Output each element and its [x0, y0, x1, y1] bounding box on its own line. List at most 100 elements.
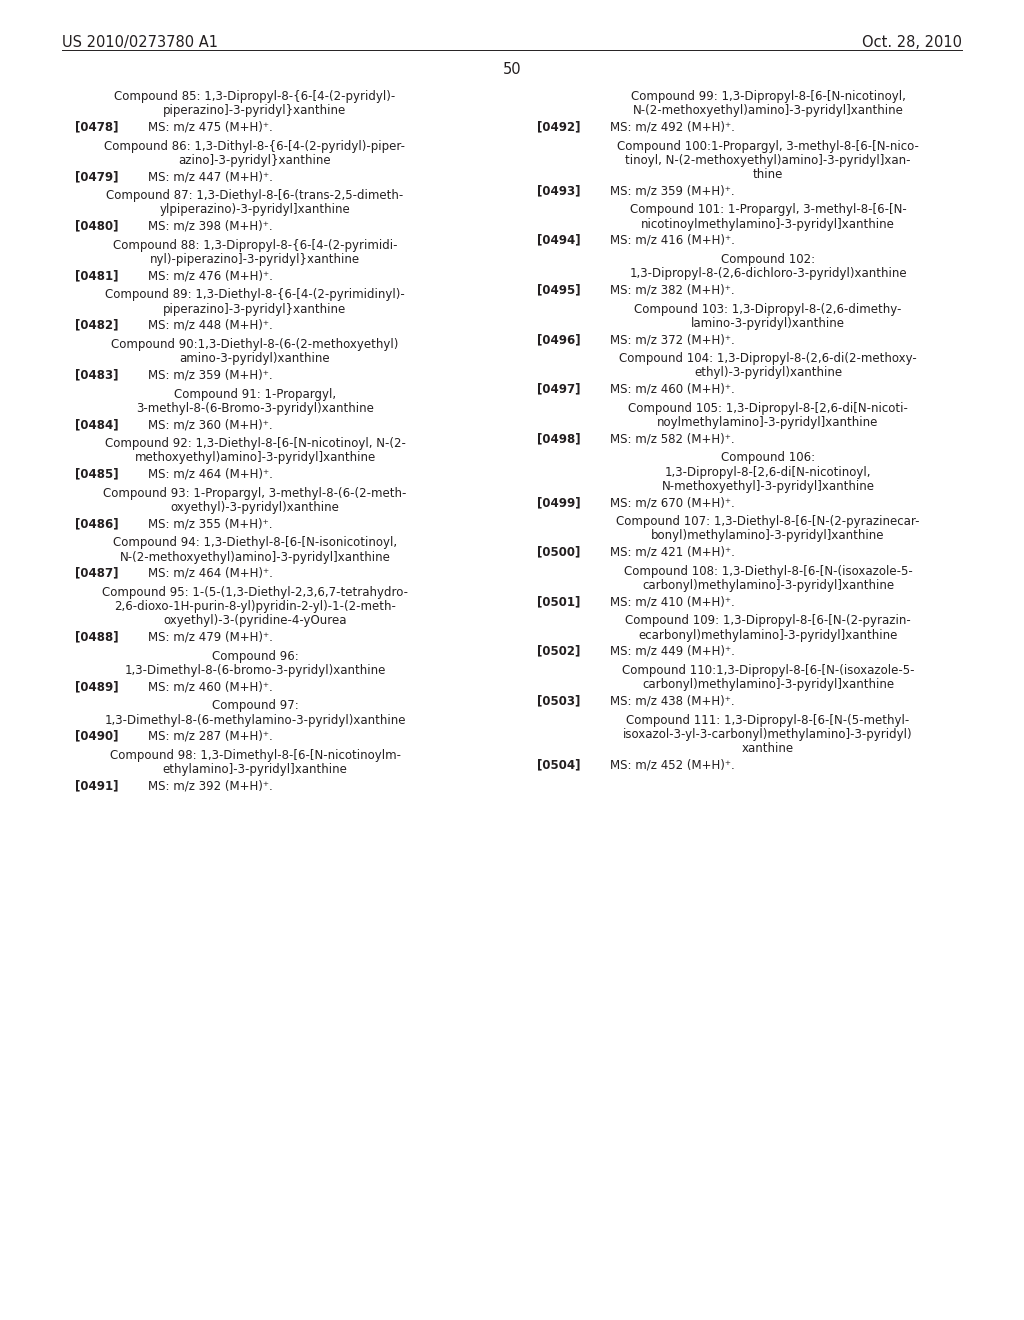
Text: Compound 98: 1,3-Dimethyl-8-[6-[N-nicotinoylm-: Compound 98: 1,3-Dimethyl-8-[6-[N-nicoti…	[110, 748, 400, 762]
Text: MS: m/z 438 (M+H)⁺.: MS: m/z 438 (M+H)⁺.	[610, 694, 734, 708]
Text: MS: m/z 475 (M+H)⁺.: MS: m/z 475 (M+H)⁺.	[148, 120, 272, 133]
Text: Compound 108: 1,3-Diethyl-8-[6-[N-(isoxazole-5-: Compound 108: 1,3-Diethyl-8-[6-[N-(isoxa…	[624, 565, 912, 578]
Text: Compound 86: 1,3-Dithyl-8-{6-[4-(2-pyridyl)-piper-: Compound 86: 1,3-Dithyl-8-{6-[4-(2-pyrid…	[104, 140, 406, 153]
Text: MS: m/z 460 (M+H)⁺.: MS: m/z 460 (M+H)⁺.	[148, 680, 272, 693]
Text: MS: m/z 372 (M+H)⁺.: MS: m/z 372 (M+H)⁺.	[610, 333, 735, 346]
Text: amino-3-pyridyl)xanthine: amino-3-pyridyl)xanthine	[179, 352, 331, 366]
Text: isoxazol-3-yl-3-carbonyl)methylamino]-3-pyridyl): isoxazol-3-yl-3-carbonyl)methylamino]-3-…	[624, 727, 912, 741]
Text: MS: m/z 464 (M+H)⁺.: MS: m/z 464 (M+H)⁺.	[148, 467, 272, 480]
Text: ylpiperazino)-3-pyridyl]xanthine: ylpiperazino)-3-pyridyl]xanthine	[160, 203, 350, 216]
Text: 1,3-Dimethyl-8-(6-methylamino-3-pyridyl)xanthine: 1,3-Dimethyl-8-(6-methylamino-3-pyridyl)…	[104, 714, 406, 726]
Text: Compound 96:: Compound 96:	[212, 649, 298, 663]
Text: ecarbonyl)methylamino]-3-pyridyl]xanthine: ecarbonyl)methylamino]-3-pyridyl]xanthin…	[638, 628, 898, 642]
Text: Compound 100:1-Propargyl, 3-methyl-8-[6-[N-nico-: Compound 100:1-Propargyl, 3-methyl-8-[6-…	[617, 140, 919, 153]
Text: Compound 101: 1-Propargyl, 3-methyl-8-[6-[N-: Compound 101: 1-Propargyl, 3-methyl-8-[6…	[630, 203, 906, 216]
Text: ethylamino]-3-pyridyl]xanthine: ethylamino]-3-pyridyl]xanthine	[163, 763, 347, 776]
Text: [0504]: [0504]	[537, 758, 581, 771]
Text: nicotinoylmethylamino]-3-pyridyl]xanthine: nicotinoylmethylamino]-3-pyridyl]xanthin…	[641, 218, 895, 231]
Text: [0501]: [0501]	[537, 595, 581, 609]
Text: 50: 50	[503, 62, 521, 77]
Text: MS: m/z 398 (M+H)⁺.: MS: m/z 398 (M+H)⁺.	[148, 219, 272, 232]
Text: Compound 111: 1,3-Dipropyl-8-[6-[N-(5-methyl-: Compound 111: 1,3-Dipropyl-8-[6-[N-(5-me…	[627, 714, 909, 726]
Text: MS: m/z 448 (M+H)⁺.: MS: m/z 448 (M+H)⁺.	[148, 319, 272, 331]
Text: [0496]: [0496]	[537, 333, 581, 346]
Text: Compound 104: 1,3-Dipropyl-8-(2,6-di(2-methoxy-: Compound 104: 1,3-Dipropyl-8-(2,6-di(2-m…	[620, 352, 916, 366]
Text: [0486]: [0486]	[75, 517, 119, 531]
Text: [0492]: [0492]	[537, 120, 581, 133]
Text: MS: m/z 582 (M+H)⁺.: MS: m/z 582 (M+H)⁺.	[610, 432, 734, 445]
Text: MS: m/z 492 (M+H)⁺.: MS: m/z 492 (M+H)⁺.	[610, 120, 735, 133]
Text: N-(2-methoxyethyl)amino]-3-pyridyl]xanthine: N-(2-methoxyethyl)amino]-3-pyridyl]xanth…	[633, 104, 903, 117]
Text: Oct. 28, 2010: Oct. 28, 2010	[862, 36, 962, 50]
Text: 1,3-Dipropyl-8-[2,6-di[N-nicotinoyl,: 1,3-Dipropyl-8-[2,6-di[N-nicotinoyl,	[665, 466, 871, 479]
Text: piperazino]-3-pyridyl}xanthine: piperazino]-3-pyridyl}xanthine	[164, 302, 347, 315]
Text: N-(2-methoxyethyl)amino]-3-pyridyl]xanthine: N-(2-methoxyethyl)amino]-3-pyridyl]xanth…	[120, 550, 390, 564]
Text: MS: m/z 416 (M+H)⁺.: MS: m/z 416 (M+H)⁺.	[610, 234, 735, 247]
Text: [0499]: [0499]	[537, 496, 581, 510]
Text: MS: m/z 421 (M+H)⁺.: MS: m/z 421 (M+H)⁺.	[610, 545, 735, 558]
Text: Compound 88: 1,3-Dipropyl-8-{6-[4-(2-pyrimidi-: Compound 88: 1,3-Dipropyl-8-{6-[4-(2-pyr…	[113, 239, 397, 252]
Text: [0491]: [0491]	[75, 779, 119, 792]
Text: Compound 99: 1,3-Dipropyl-8-[6-[N-nicotinoyl,: Compound 99: 1,3-Dipropyl-8-[6-[N-nicoti…	[631, 90, 905, 103]
Text: azino]-3-pyridyl}xanthine: azino]-3-pyridyl}xanthine	[178, 154, 332, 166]
Text: [0489]: [0489]	[75, 680, 119, 693]
Text: US 2010/0273780 A1: US 2010/0273780 A1	[62, 36, 218, 50]
Text: MS: m/z 460 (M+H)⁺.: MS: m/z 460 (M+H)⁺.	[610, 383, 735, 396]
Text: [0488]: [0488]	[75, 631, 119, 644]
Text: MS: m/z 392 (M+H)⁺.: MS: m/z 392 (M+H)⁺.	[148, 779, 272, 792]
Text: Compound 103: 1,3-Dipropyl-8-(2,6-dimethy-: Compound 103: 1,3-Dipropyl-8-(2,6-dimeth…	[634, 302, 902, 315]
Text: 1,3-Dipropyl-8-(2,6-dichloro-3-pyridyl)xanthine: 1,3-Dipropyl-8-(2,6-dichloro-3-pyridyl)x…	[629, 267, 907, 280]
Text: oxyethyl)-3-(pyridine-4-yOurea: oxyethyl)-3-(pyridine-4-yOurea	[163, 614, 347, 627]
Text: [0483]: [0483]	[75, 368, 119, 381]
Text: carbonyl)methylamino]-3-pyridyl]xanthine: carbonyl)methylamino]-3-pyridyl]xanthine	[642, 678, 894, 692]
Text: piperazino]-3-pyridyl}xanthine: piperazino]-3-pyridyl}xanthine	[164, 104, 347, 117]
Text: MS: m/z 464 (M+H)⁺.: MS: m/z 464 (M+H)⁺.	[148, 566, 272, 579]
Text: Compound 95: 1-(5-(1,3-Diethyl-2,3,6,7-tetrahydro-: Compound 95: 1-(5-(1,3-Diethyl-2,3,6,7-t…	[102, 586, 408, 599]
Text: [0494]: [0494]	[537, 234, 581, 247]
Text: Compound 109: 1,3-Dipropyl-8-[6-[N-(2-pyrazin-: Compound 109: 1,3-Dipropyl-8-[6-[N-(2-py…	[625, 614, 911, 627]
Text: [0493]: [0493]	[537, 185, 581, 197]
Text: [0503]: [0503]	[537, 694, 581, 708]
Text: [0490]: [0490]	[75, 730, 119, 743]
Text: carbonyl)methylamino]-3-pyridyl]xanthine: carbonyl)methylamino]-3-pyridyl]xanthine	[642, 579, 894, 591]
Text: Compound 110:1,3-Dipropyl-8-[6-[N-(isoxazole-5-: Compound 110:1,3-Dipropyl-8-[6-[N-(isoxa…	[622, 664, 914, 677]
Text: MS: m/z 359 (M+H)⁺.: MS: m/z 359 (M+H)⁺.	[148, 368, 272, 381]
Text: MS: m/z 479 (M+H)⁺.: MS: m/z 479 (M+H)⁺.	[148, 631, 272, 644]
Text: [0484]: [0484]	[75, 418, 119, 432]
Text: methoxyethyl)amino]-3-pyridyl]xanthine: methoxyethyl)amino]-3-pyridyl]xanthine	[134, 451, 376, 465]
Text: Compound 102:: Compound 102:	[721, 253, 815, 267]
Text: Compound 87: 1,3-Diethyl-8-[6-(trans-2,5-dimeth-: Compound 87: 1,3-Diethyl-8-[6-(trans-2,5…	[106, 189, 403, 202]
Text: [0482]: [0482]	[75, 319, 119, 331]
Text: [0502]: [0502]	[537, 644, 581, 657]
Text: [0478]: [0478]	[75, 120, 119, 133]
Text: nyl)-piperazino]-3-pyridyl}xanthine: nyl)-piperazino]-3-pyridyl}xanthine	[150, 253, 360, 267]
Text: 3-methyl-8-(6-Bromo-3-pyridyl)xanthine: 3-methyl-8-(6-Bromo-3-pyridyl)xanthine	[136, 401, 374, 414]
Text: [0481]: [0481]	[75, 269, 119, 282]
Text: [0497]: [0497]	[537, 383, 581, 396]
Text: MS: m/z 359 (M+H)⁺.: MS: m/z 359 (M+H)⁺.	[610, 185, 734, 197]
Text: MS: m/z 355 (M+H)⁺.: MS: m/z 355 (M+H)⁺.	[148, 517, 272, 531]
Text: MS: m/z 476 (M+H)⁺.: MS: m/z 476 (M+H)⁺.	[148, 269, 272, 282]
Text: Compound 107: 1,3-Diethyl-8-[6-[N-(2-pyrazinecar-: Compound 107: 1,3-Diethyl-8-[6-[N-(2-pyr…	[616, 515, 920, 528]
Text: oxyethyl)-3-pyridyl)xanthine: oxyethyl)-3-pyridyl)xanthine	[171, 502, 339, 513]
Text: 1,3-Dimethyl-8-(6-bromo-3-pyridyl)xanthine: 1,3-Dimethyl-8-(6-bromo-3-pyridyl)xanthi…	[124, 664, 386, 677]
Text: [0500]: [0500]	[537, 545, 581, 558]
Text: MS: m/z 360 (M+H)⁺.: MS: m/z 360 (M+H)⁺.	[148, 418, 272, 432]
Text: MS: m/z 410 (M+H)⁺.: MS: m/z 410 (M+H)⁺.	[610, 595, 735, 609]
Text: lamino-3-pyridyl)xanthine: lamino-3-pyridyl)xanthine	[691, 317, 845, 330]
Text: xanthine: xanthine	[742, 742, 794, 755]
Text: [0498]: [0498]	[537, 432, 581, 445]
Text: Compound 90:1,3-Diethyl-8-(6-(2-methoxyethyl): Compound 90:1,3-Diethyl-8-(6-(2-methoxye…	[112, 338, 398, 351]
Text: MS: m/z 449 (M+H)⁺.: MS: m/z 449 (M+H)⁺.	[610, 644, 735, 657]
Text: Compound 91: 1-Propargyl,: Compound 91: 1-Propargyl,	[174, 388, 336, 400]
Text: ethyl)-3-pyridyl)xanthine: ethyl)-3-pyridyl)xanthine	[694, 367, 842, 379]
Text: MS: m/z 287 (M+H)⁺.: MS: m/z 287 (M+H)⁺.	[148, 730, 272, 743]
Text: MS: m/z 382 (M+H)⁺.: MS: m/z 382 (M+H)⁺.	[610, 284, 734, 297]
Text: Compound 94: 1,3-Diethyl-8-[6-[N-isonicotinoyl,: Compound 94: 1,3-Diethyl-8-[6-[N-isonico…	[113, 536, 397, 549]
Text: Compound 106:: Compound 106:	[721, 451, 815, 465]
Text: [0485]: [0485]	[75, 467, 119, 480]
Text: [0487]: [0487]	[75, 566, 119, 579]
Text: MS: m/z 447 (M+H)⁺.: MS: m/z 447 (M+H)⁺.	[148, 170, 272, 183]
Text: MS: m/z 452 (M+H)⁺.: MS: m/z 452 (M+H)⁺.	[610, 758, 735, 771]
Text: tinoyl, N-(2-methoxyethyl)amino]-3-pyridyl]xan-: tinoyl, N-(2-methoxyethyl)amino]-3-pyrid…	[626, 154, 910, 166]
